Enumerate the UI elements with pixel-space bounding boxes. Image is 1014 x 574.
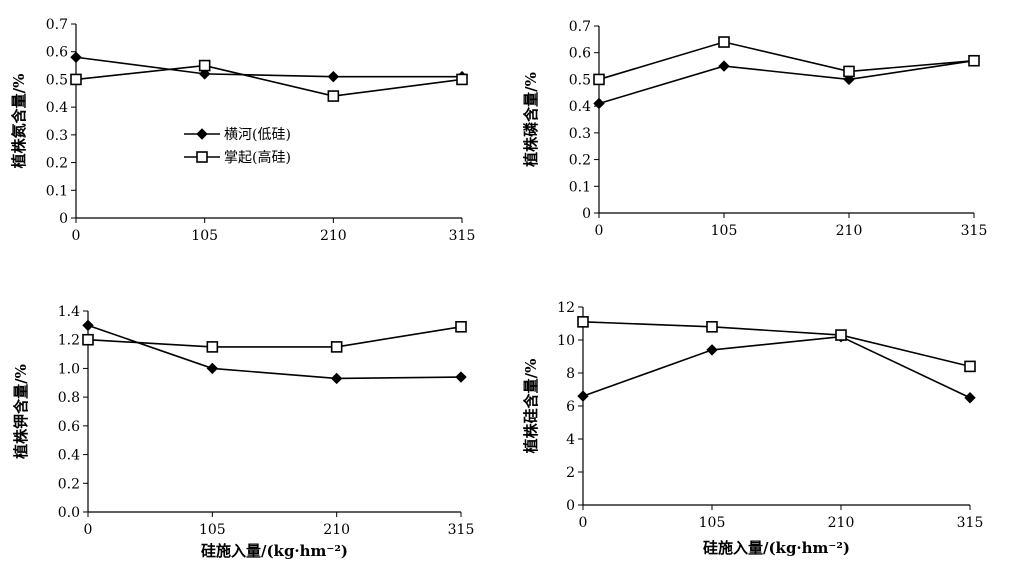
y-tick-label: 8 [566, 366, 575, 382]
x-tick-label: 210 [323, 522, 350, 538]
y-tick-label: 0.1 [569, 179, 591, 195]
series-line-diamond [598, 59, 975, 105]
data-point-diamond [593, 97, 605, 110]
y-tick-label: 1.0 [58, 361, 80, 377]
legend-label: 掌起(高硅) [224, 149, 291, 166]
x-tick-label: 105 [699, 515, 726, 531]
data-point-square [206, 341, 219, 353]
y-tick-label: 0 [566, 498, 575, 514]
x-axis-label: 硅施入量/(kg·hm⁻²) [703, 539, 850, 557]
y-tick-label: 4 [566, 432, 575, 448]
data-point-diamond [330, 372, 343, 385]
data-point-diamond [82, 319, 94, 332]
y-tick-label: 0.2 [569, 153, 591, 169]
x-tick-label: 0 [84, 522, 93, 538]
y-tick-label: 10 [557, 333, 575, 349]
y-tick-label: 0.8 [58, 390, 80, 406]
data-point-diamond [327, 70, 340, 83]
data-point-diamond [198, 68, 211, 80]
y-tick-label: 0.7 [46, 17, 68, 33]
chart-2: 0 0.1 0.2 0.3 0.4 0.5 0.6 0.7 0 105 210 315 植株磷含量/% [522, 19, 987, 239]
y-tick-label: 0.4 [58, 448, 80, 464]
x-tick-label: 105 [711, 223, 738, 239]
y-tick-label: 0.5 [46, 72, 68, 88]
data-point-square [198, 59, 211, 72]
x-tick-label: 210 [320, 228, 347, 244]
y-axis-label: 植株钾含量/% [12, 364, 30, 459]
series-line-diamond [87, 324, 462, 380]
y-tick-label: 0.7 [569, 19, 591, 35]
y-tick-label: 0 [582, 206, 591, 222]
series-line-diamond [582, 335, 971, 399]
data-point-square [82, 333, 94, 346]
y-axis-label: 植株氮含量/% [10, 74, 28, 169]
data-point-square [968, 54, 980, 67]
y-axis-label: 植株硅含量/% [522, 359, 540, 454]
x-tick-label: 105 [191, 228, 218, 244]
data-point-square [455, 320, 467, 333]
legend-marker-diamond [196, 128, 208, 140]
x-tick-label: 210 [828, 515, 855, 531]
series-line-diamond [75, 56, 462, 78]
x-tick-label: 0 [72, 228, 81, 244]
y-tick-label: 0.5 [569, 72, 591, 88]
y-tick-label: 0.2 [46, 156, 68, 172]
data-point-square [843, 65, 855, 78]
data-point-diamond [706, 344, 718, 356]
chart-1: 0 0.1 0.2 0.3 0.4 0.5 0.6 0.7 0 105 210 315 植株氮含量/% 横… [10, 17, 475, 244]
series-line-square [75, 64, 463, 97]
x-tick-label: 105 [199, 522, 226, 538]
y-tick-label: 0.4 [569, 99, 591, 115]
y-tick-label: 0.6 [569, 46, 591, 62]
x-tick-label: 0 [595, 223, 604, 239]
series-line-square [582, 321, 971, 368]
y-tick-label: 6 [566, 399, 575, 415]
y-tick-label: 0.2 [58, 476, 80, 492]
legend-label: 横河(低硅) [224, 127, 291, 143]
data-point-square [706, 320, 718, 333]
data-point-square [964, 360, 976, 373]
chart-3: 0.0 0.2 0.4 0.6 0.8 1.0 1.2 1.4 0 105 210 315 植株钾含量/… [12, 304, 474, 560]
x-tick-label: 315 [448, 522, 475, 538]
data-point-square [577, 316, 589, 328]
data-point-diamond [455, 371, 467, 383]
data-point-square [593, 73, 605, 86]
data-point-square [456, 73, 468, 86]
y-axis-label: 植株磷含量/% [522, 72, 540, 167]
x-axis-label: 硅施入量/(kg·hm⁻²) [201, 542, 348, 560]
x-tick-label: 315 [961, 223, 988, 239]
data-point-square [835, 329, 847, 341]
y-tick-label: 0.6 [58, 419, 80, 435]
x-tick-label: 315 [957, 515, 984, 531]
y-tick-label: 0.0 [58, 505, 80, 521]
series-line-square [87, 326, 462, 348]
x-tick-label: 315 [449, 228, 476, 244]
y-tick-label: 0.3 [46, 128, 68, 144]
chart-4: 0 2 4 6 8 10 12 0 105 210 315 植株硅含量/% 硅施入量/(kg·hm⁻²) [522, 300, 983, 557]
legend-marker-square [196, 151, 208, 163]
data-point-diamond [577, 390, 589, 402]
data-point-square [718, 36, 730, 48]
y-tick-label: 0.1 [46, 183, 68, 199]
y-tick-label: 2 [566, 465, 575, 481]
x-tick-label: 210 [836, 223, 863, 239]
y-tick-label: 0 [59, 211, 68, 227]
data-point-diamond [206, 362, 219, 375]
data-point-square [327, 90, 340, 102]
data-point-square [70, 73, 82, 86]
data-point-diamond [964, 392, 976, 404]
y-tick-label: 0.3 [569, 126, 591, 142]
data-point-square [330, 341, 343, 353]
x-tick-label: 0 [579, 515, 588, 531]
data-point-diamond [70, 51, 82, 63]
y-tick-label: 0.4 [46, 100, 68, 116]
y-tick-label: 0.6 [46, 45, 68, 61]
y-tick-label: 12 [557, 300, 575, 316]
series-line-square [598, 41, 975, 81]
data-point-diamond [718, 60, 730, 72]
legend: 横河(低硅) 掌起(高硅) [184, 127, 291, 166]
y-tick-label: 1.4 [58, 304, 80, 320]
y-tick-label: 1.2 [58, 333, 80, 349]
